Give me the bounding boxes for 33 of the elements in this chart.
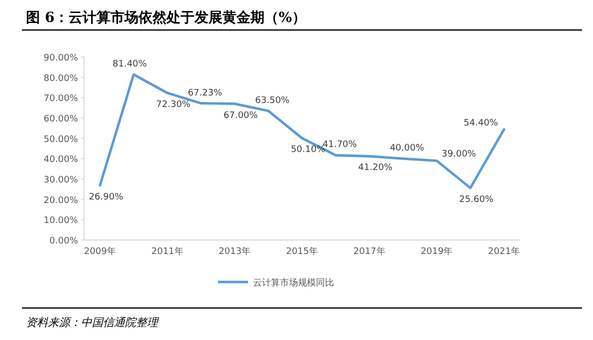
y-tick-label: 40.00%	[44, 155, 78, 166]
y-tick-label: 0.00%	[49, 236, 78, 246]
text: 资料来源：中国信通院整理	[26, 316, 160, 329]
x-tick-label: 2011年	[151, 246, 184, 257]
data-label: 81.40%	[112, 59, 148, 70]
x-tick-label: 2015年	[286, 246, 318, 257]
y-tick-label: 50.00%	[44, 134, 78, 145]
y-tick-label: 10.00%	[44, 216, 78, 226]
data-label: 67.23%	[188, 88, 223, 98]
line-series	[98, 73, 506, 190]
x-tick-label: 2017年	[353, 246, 386, 257]
data-label: 54.40%	[464, 118, 498, 128]
y-tick-label: 70.00%	[44, 94, 78, 104]
data-label: 72.30%	[156, 100, 191, 110]
data-label: 50.10%	[290, 145, 326, 156]
x-tick-label: 2009年	[84, 246, 116, 257]
y-tick-label: 90.00%	[44, 54, 78, 64]
data-label: 39.00%	[442, 150, 476, 160]
data-label: 63.50%	[255, 96, 290, 106]
y-tick-label: 20.00%	[44, 196, 78, 206]
x-tick-label: 2019年	[420, 246, 453, 257]
x-tick-label: 2013年	[218, 246, 251, 257]
data-label: 40.00%	[390, 144, 425, 154]
y-tick-label: 80.00%	[44, 74, 78, 84]
y-tick-label: 30.00%	[44, 176, 78, 186]
data-label: 25.60%	[459, 194, 494, 205]
legend-label: 云计算市场规模同比	[253, 278, 334, 288]
data-label: 26.90%	[88, 192, 124, 202]
x-tick-label: 2021年	[488, 246, 520, 257]
chart-title: 图 6：云计算市场依然处于发展黄金期（%）	[26, 9, 306, 26]
y-tick-label: 60.00%	[44, 114, 78, 124]
data-label: 67.00%	[224, 110, 258, 121]
data-label: 41.20%	[358, 163, 393, 174]
